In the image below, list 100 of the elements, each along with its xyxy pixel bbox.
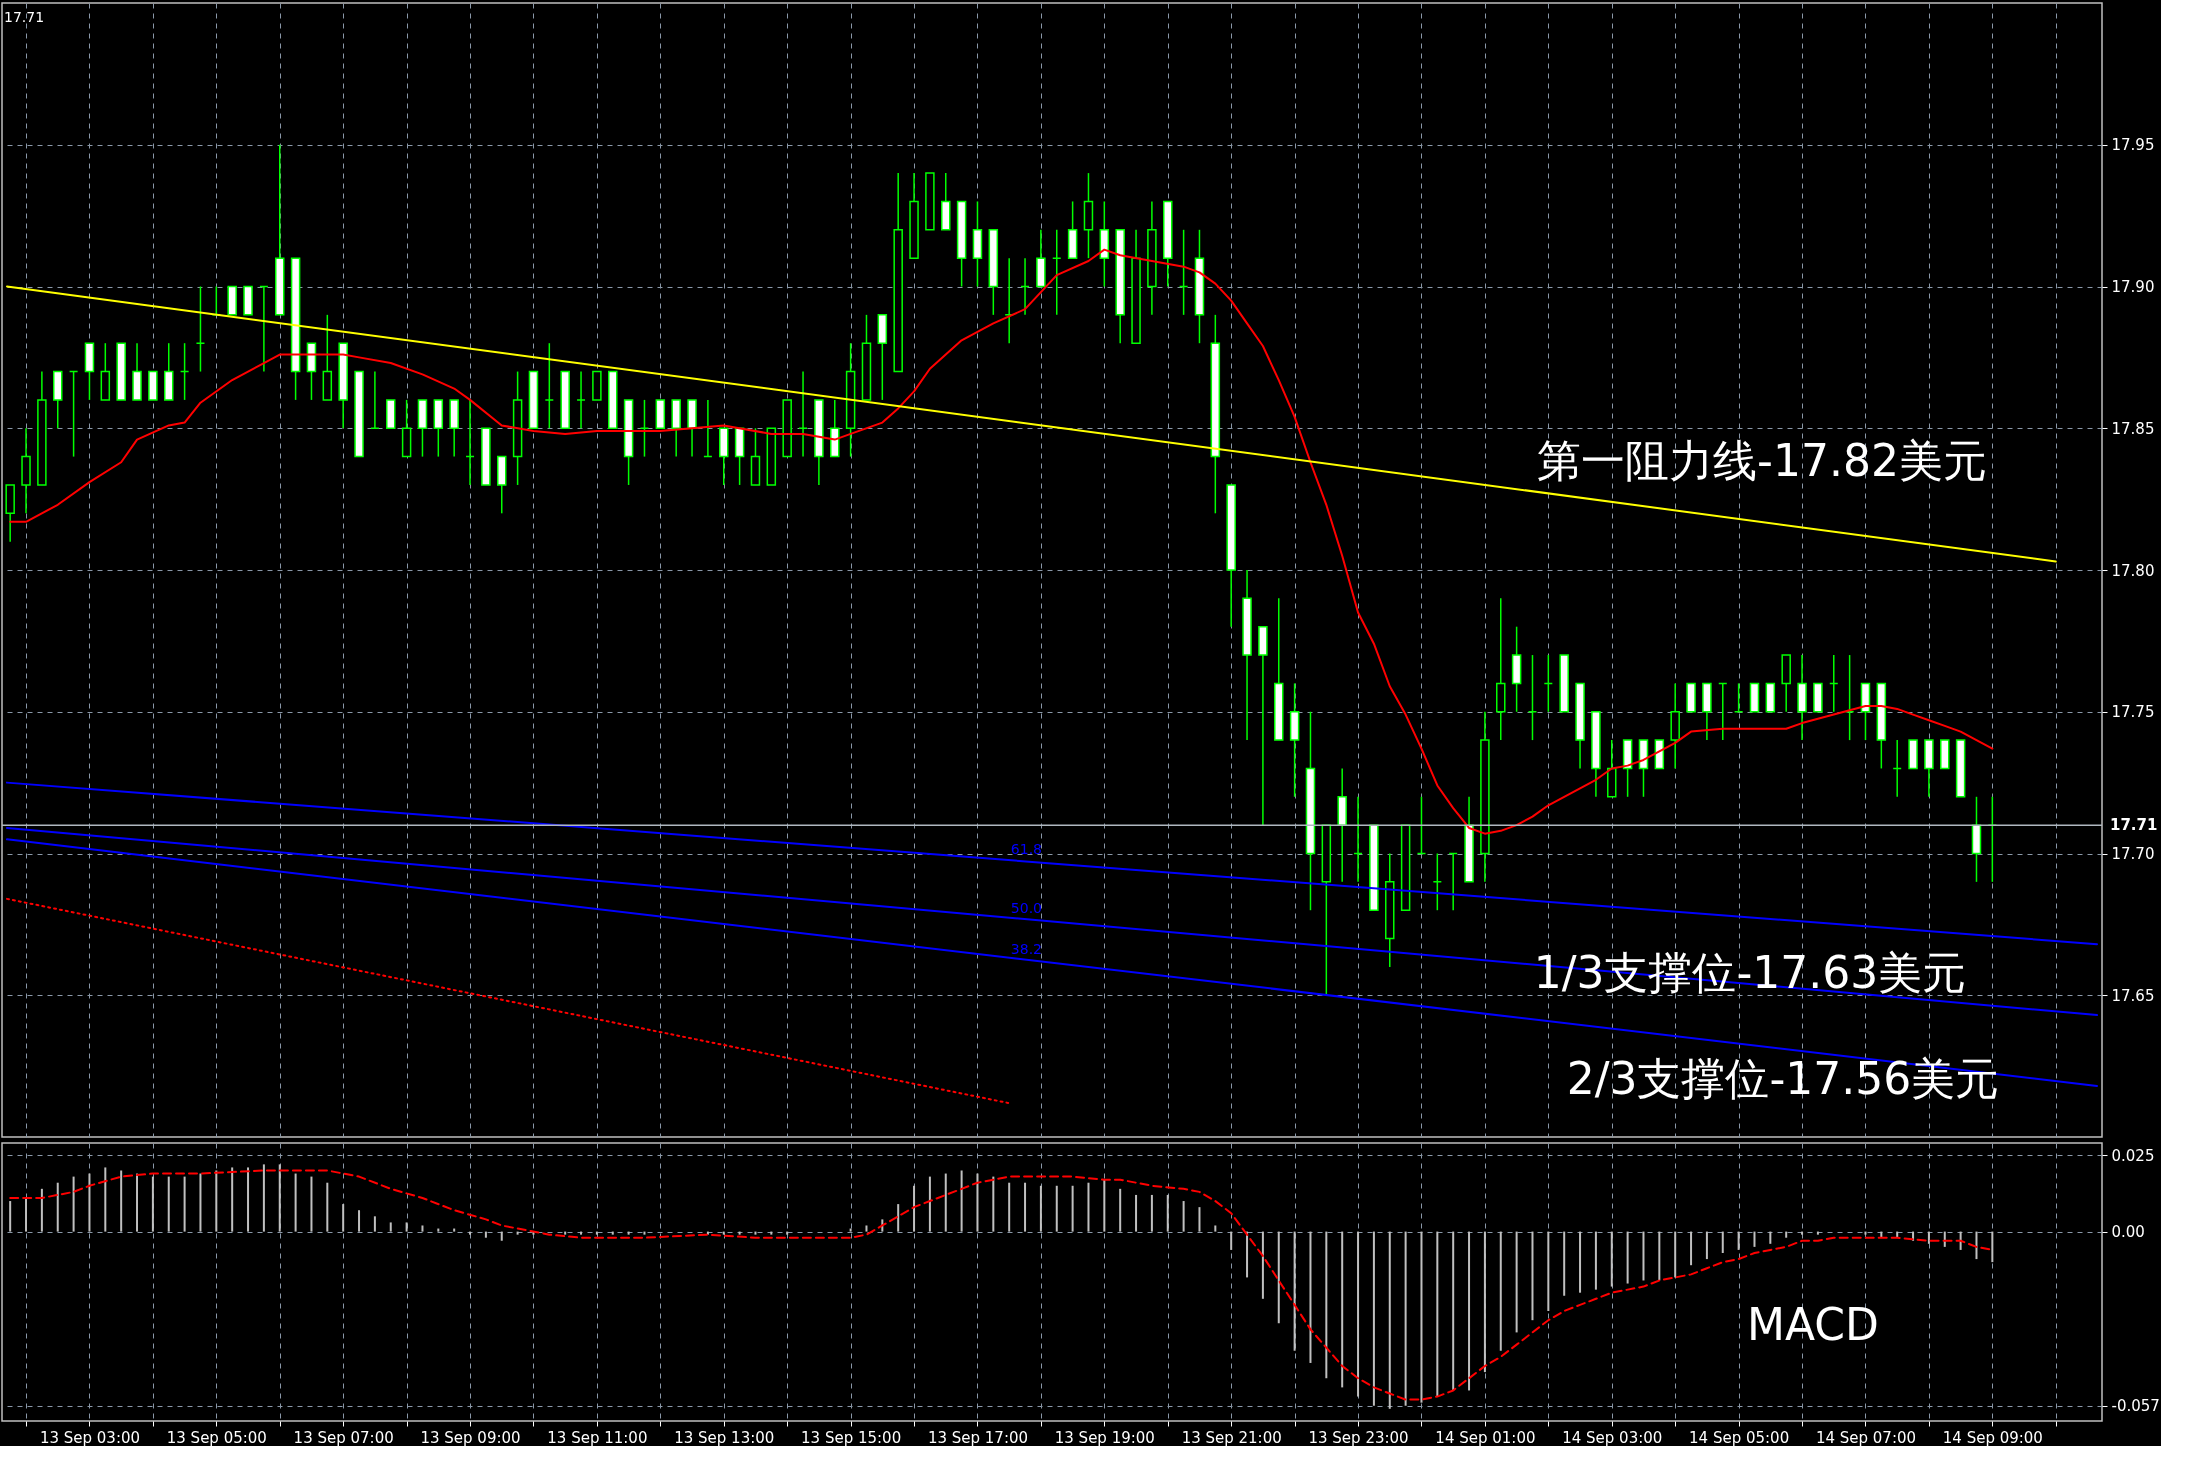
bar: [1531, 1231, 1534, 1321]
bar: [928, 1176, 931, 1232]
bar: [1642, 1231, 1645, 1281]
x-tick-label: 13 Sep 03:00: [39, 1428, 141, 1447]
bar: [310, 1176, 313, 1232]
bar: [1563, 1231, 1566, 1296]
bar: [1388, 1231, 1391, 1409]
x-tick-label: 13 Sep 15:00: [801, 1428, 902, 1447]
bar: [278, 1164, 281, 1232]
bar: [183, 1176, 186, 1232]
bar: [1309, 1231, 1312, 1363]
bar: [960, 1170, 963, 1232]
bar: [453, 1228, 456, 1232]
bar: [1785, 1231, 1788, 1238]
bar: [56, 1182, 59, 1232]
bar: [1246, 1231, 1249, 1278]
bar: [25, 1197, 28, 1232]
annotation: 17.71: [4, 9, 45, 25]
bar: [120, 1170, 123, 1232]
x-tick-label: 14 Sep 03:00: [1562, 1428, 1663, 1447]
bar: [9, 1201, 12, 1232]
bar: [722, 1231, 725, 1235]
annotation: MACD: [1747, 1299, 1879, 1350]
bar: [1579, 1231, 1582, 1293]
y-tick-label: 17.80: [2111, 561, 2155, 580]
bar: [580, 1231, 583, 1235]
bar: [1499, 1231, 1502, 1351]
bar: [944, 1173, 947, 1232]
y-tick-label: -0.057: [2111, 1397, 2160, 1416]
bar: [1135, 1194, 1138, 1232]
bar: [1420, 1231, 1423, 1403]
bar: [405, 1222, 408, 1232]
bar: [564, 1231, 567, 1235]
bar: [484, 1231, 487, 1238]
bar: [1468, 1231, 1471, 1391]
bar: [1341, 1231, 1344, 1388]
bar: [1087, 1182, 1090, 1232]
bar: [1927, 1231, 1930, 1244]
x-tick-label: 13 Sep 07:00: [293, 1428, 394, 1447]
bar: [88, 1173, 91, 1232]
bar: [40, 1188, 43, 1232]
y-tick-label: 0.025: [2111, 1146, 2155, 1165]
series-label: 50.0: [1010, 899, 1042, 916]
bar: [1277, 1231, 1280, 1324]
y-tick-label: 0.00: [2111, 1223, 2145, 1242]
bar: [358, 1210, 361, 1232]
bar: [437, 1228, 440, 1232]
x-tick-label: 14 Sep 05:00: [1689, 1428, 1790, 1447]
bar: [1182, 1201, 1185, 1232]
bar: [215, 1170, 218, 1232]
bar: [1991, 1231, 1994, 1263]
bar: [1436, 1231, 1439, 1397]
bar: [262, 1164, 265, 1232]
bar: [1864, 1231, 1867, 1235]
bar: [1483, 1231, 1486, 1373]
x-tick-label: 14 Sep 07:00: [1815, 1428, 1917, 1447]
bar: [770, 1231, 773, 1235]
x-tick-label: 13 Sep 17:00: [927, 1428, 1029, 1447]
y-tick-label: 17.70: [2111, 845, 2155, 863]
bar: [1261, 1231, 1264, 1299]
x-tick-label: 13 Sep 23:00: [1308, 1428, 1409, 1447]
bar: [865, 1225, 868, 1232]
bar: [247, 1167, 250, 1232]
ref-line-label: 17.71: [2110, 816, 2158, 835]
annotation: 第一阻力线-17.82美元: [1537, 435, 1987, 486]
bar: [516, 1231, 519, 1235]
bar: [913, 1185, 916, 1232]
x-tick-label: 14 Sep 09:00: [1942, 1428, 2043, 1447]
bar: [1594, 1231, 1597, 1290]
bar: [1325, 1231, 1328, 1379]
bar: [595, 1231, 598, 1235]
bar: [389, 1222, 392, 1232]
x-tick-label: 13 Sep 21:00: [1181, 1428, 1282, 1447]
series-label: 61.8: [1010, 841, 1042, 858]
bar: [1626, 1231, 1629, 1284]
bar: [1705, 1231, 1708, 1260]
bar: [1674, 1231, 1677, 1278]
x-tick-label: 13 Sep 09:00: [420, 1428, 521, 1447]
bar: [294, 1173, 297, 1232]
bar: [500, 1231, 503, 1241]
bar: [1198, 1207, 1201, 1232]
bar: [1801, 1231, 1804, 1235]
bar: [1721, 1231, 1724, 1253]
bar: [611, 1231, 614, 1235]
bar: [167, 1176, 170, 1232]
x-tick-label: 13 Sep 11:00: [547, 1428, 648, 1447]
bar: [1515, 1231, 1518, 1333]
x-tick-label: 13 Sep 19:00: [1054, 1428, 1155, 1447]
bar: [342, 1204, 345, 1232]
bar: [1230, 1231, 1233, 1250]
bar: [136, 1173, 139, 1232]
bar: [231, 1167, 234, 1232]
bar: [469, 1231, 472, 1235]
bar: [1024, 1182, 1027, 1232]
bar: [786, 1231, 789, 1235]
bar: [1404, 1231, 1407, 1406]
series-label: 38.2: [1010, 940, 1042, 957]
bar: [849, 1228, 852, 1232]
bar: [1055, 1185, 1058, 1232]
bar: [627, 1231, 630, 1235]
